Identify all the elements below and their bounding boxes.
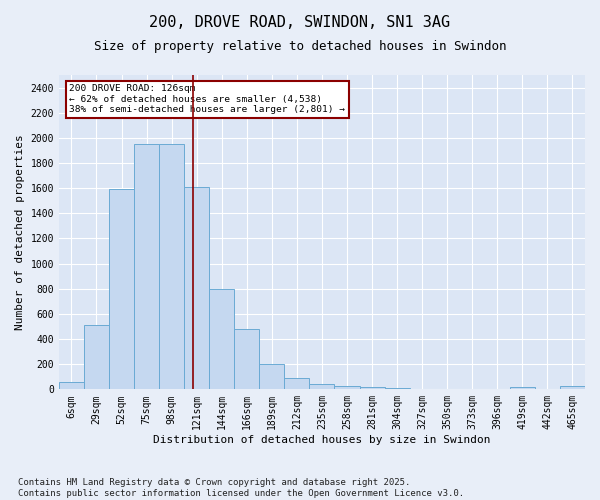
Text: 200, DROVE ROAD, SWINDON, SN1 3AG: 200, DROVE ROAD, SWINDON, SN1 3AG xyxy=(149,15,451,30)
Bar xyxy=(385,388,410,390)
Bar xyxy=(184,187,209,390)
Text: 200 DROVE ROAD: 126sqm
← 62% of detached houses are smaller (4,538)
38% of semi-: 200 DROVE ROAD: 126sqm ← 62% of detached… xyxy=(70,84,346,114)
Bar xyxy=(109,190,134,390)
Bar xyxy=(134,144,159,390)
Text: Size of property relative to detached houses in Swindon: Size of property relative to detached ho… xyxy=(94,40,506,53)
Bar xyxy=(310,384,334,390)
Bar xyxy=(234,329,259,390)
Bar xyxy=(359,387,385,390)
Bar xyxy=(259,364,284,390)
Bar xyxy=(84,325,109,390)
Bar xyxy=(209,288,234,390)
X-axis label: Distribution of detached houses by size in Swindon: Distribution of detached houses by size … xyxy=(153,435,491,445)
Text: Contains HM Land Registry data © Crown copyright and database right 2025.
Contai: Contains HM Land Registry data © Crown c… xyxy=(18,478,464,498)
Bar xyxy=(334,386,359,390)
Bar xyxy=(510,387,535,390)
Bar xyxy=(159,144,184,390)
Y-axis label: Number of detached properties: Number of detached properties xyxy=(15,134,25,330)
Bar xyxy=(59,382,84,390)
Bar xyxy=(560,386,585,390)
Bar xyxy=(284,378,310,390)
